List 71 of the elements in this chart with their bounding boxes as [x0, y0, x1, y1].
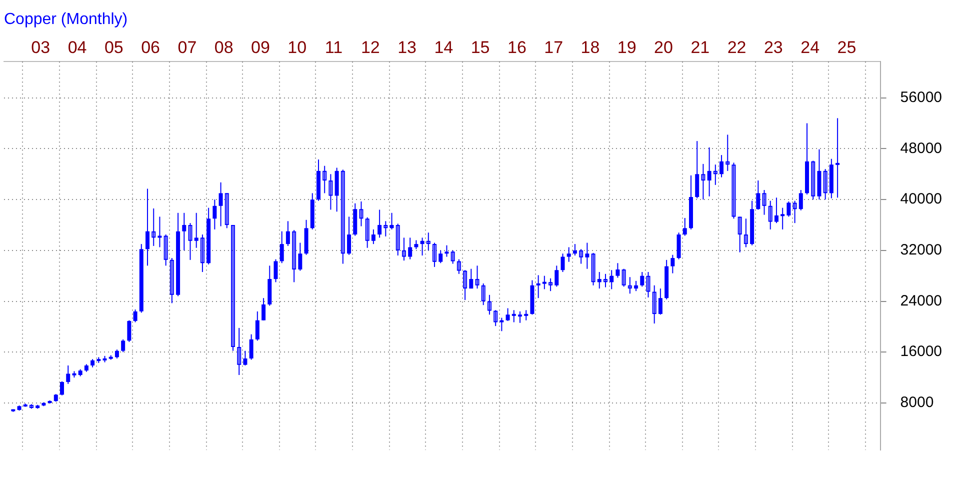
candlestick: [726, 134, 730, 171]
candlestick: [194, 212, 198, 248]
candlestick: [328, 174, 333, 210]
candlestick: [701, 164, 706, 200]
x-tick-label: 18: [580, 38, 600, 58]
candlestick: [475, 266, 480, 289]
x-tick-label: 04: [68, 38, 87, 58]
x-tick-label: 13: [398, 38, 416, 58]
candlestick: [426, 232, 430, 250]
candlestick: [230, 224, 235, 351]
x-tick-label: 10: [288, 38, 307, 58]
y-tick-label: 32000: [900, 242, 942, 259]
x-tick-label: 17: [544, 38, 564, 58]
candlestick: [823, 169, 828, 200]
x-tick-label: 21: [690, 38, 710, 58]
x-tick-label: 14: [434, 38, 454, 58]
y-tick-label: 16000: [900, 343, 942, 360]
x-tick-label: 24: [800, 38, 820, 58]
candlestick: [463, 270, 468, 300]
candlestick: [744, 218, 748, 248]
x-tick-label: 07: [178, 38, 197, 58]
candlestick: [792, 200, 797, 224]
x-tick-label: 11: [324, 38, 343, 58]
candlestick: [732, 162, 736, 219]
candlestick: [402, 238, 406, 261]
candlestick: [713, 164, 718, 185]
x-tick-label: 23: [764, 38, 783, 58]
candlestick: [340, 170, 345, 264]
candlestick: [652, 285, 656, 324]
x-tick-label: 19: [617, 38, 636, 58]
y-tick-label: 8000: [900, 394, 934, 412]
candlestick: [432, 242, 437, 267]
candlestick: [762, 190, 766, 215]
candlestick: [738, 216, 742, 252]
candlestick: [224, 193, 229, 228]
candlestick: [768, 200, 772, 230]
y-tick-label: 48000: [900, 140, 942, 157]
candlestick: [646, 272, 650, 298]
candlestick: [591, 252, 596, 286]
y-tick-label: 24000: [900, 292, 942, 310]
x-tick-label: 08: [214, 38, 234, 58]
chart-title: Copper (Monthly): [4, 11, 128, 28]
candlestick: [811, 160, 816, 200]
candlestick: [396, 224, 400, 256]
candlestick: [152, 208, 156, 246]
x-tick-label: 03: [31, 38, 50, 58]
candlestick: [200, 234, 204, 272]
candlestick: [164, 234, 168, 266]
candlestick: [237, 328, 242, 375]
x-tick-label: 09: [251, 38, 270, 58]
candlestick: [780, 208, 785, 230]
candlestick: [481, 283, 486, 306]
y-tick-label: 56000: [900, 88, 942, 106]
x-tick-label: 15: [470, 38, 490, 58]
candlestick: [292, 230, 296, 282]
x-tick-label: 25: [837, 38, 856, 58]
candlestick: [188, 223, 192, 260]
candlestick: [536, 275, 540, 298]
x-tick-label: 12: [360, 38, 380, 58]
x-tick-label: 05: [104, 38, 124, 58]
x-tick-label: 20: [654, 38, 673, 58]
x-tick-label: 16: [507, 38, 526, 58]
x-tick-label: 06: [141, 38, 160, 58]
x-tick-label: 22: [727, 38, 746, 58]
candlestick: [359, 201, 364, 226]
y-tick-label: 40000: [900, 190, 942, 208]
candlestick: [170, 258, 174, 304]
candlestick: [836, 118, 840, 198]
candlestick: [322, 166, 327, 194]
candlestick: [365, 217, 370, 248]
candlestick: [158, 216, 162, 248]
